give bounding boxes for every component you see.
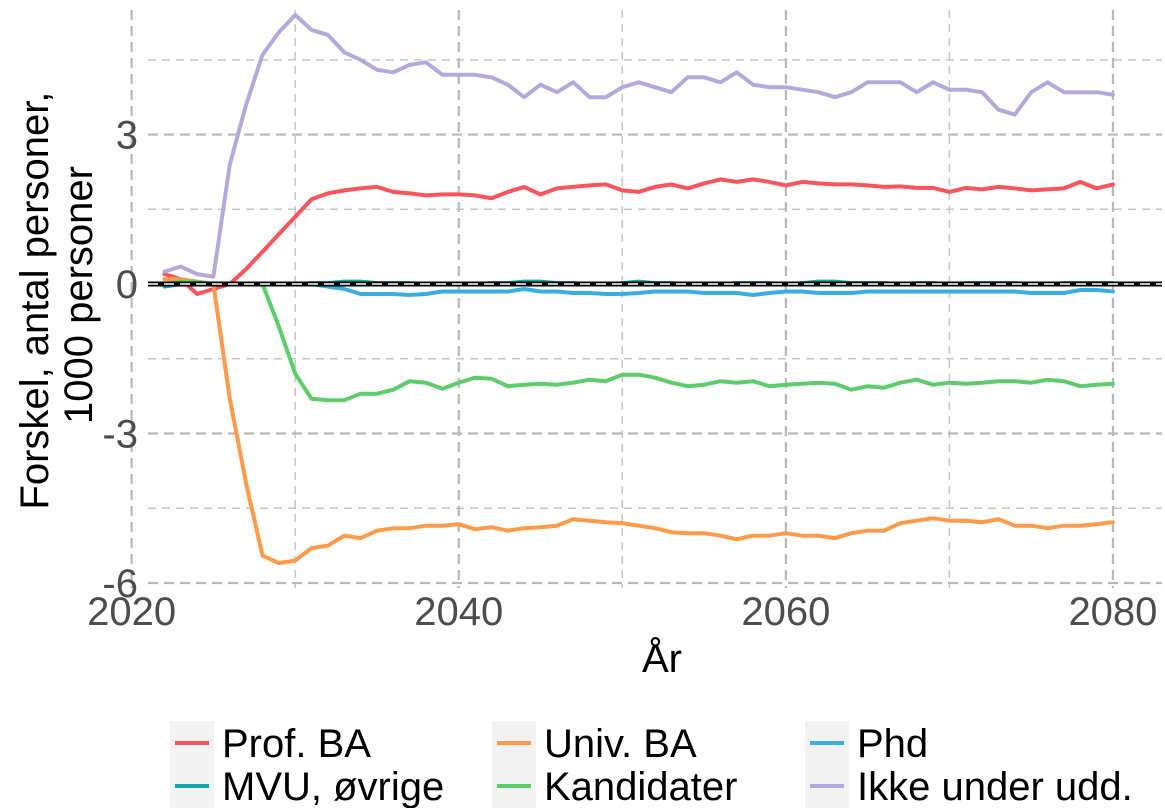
y-axis-title-line-2: 1000 personer xyxy=(57,166,101,424)
y-axis-title-line-1: Forskel, antal personer, xyxy=(13,92,57,510)
x-tick-label: 2020 xyxy=(87,590,176,634)
legend-label: Prof. BA xyxy=(222,722,371,766)
legend-label: MVU, øvrige xyxy=(222,765,444,808)
x-axis-title: År xyxy=(642,636,682,681)
legend-label: Ikke under udd. xyxy=(857,765,1133,808)
y-tick-label: 0 xyxy=(116,263,138,307)
legend-label: Kandidater xyxy=(544,765,737,808)
y-tick-label: -3 xyxy=(102,413,138,457)
x-tick-label: 2060 xyxy=(741,590,830,634)
x-tick-label: 2040 xyxy=(414,590,503,634)
y-tick-label: 3 xyxy=(116,114,138,158)
x-tick-label: 2080 xyxy=(1068,590,1157,634)
legend-label: Phd xyxy=(857,722,928,766)
legend-label: Univ. BA xyxy=(544,722,697,766)
